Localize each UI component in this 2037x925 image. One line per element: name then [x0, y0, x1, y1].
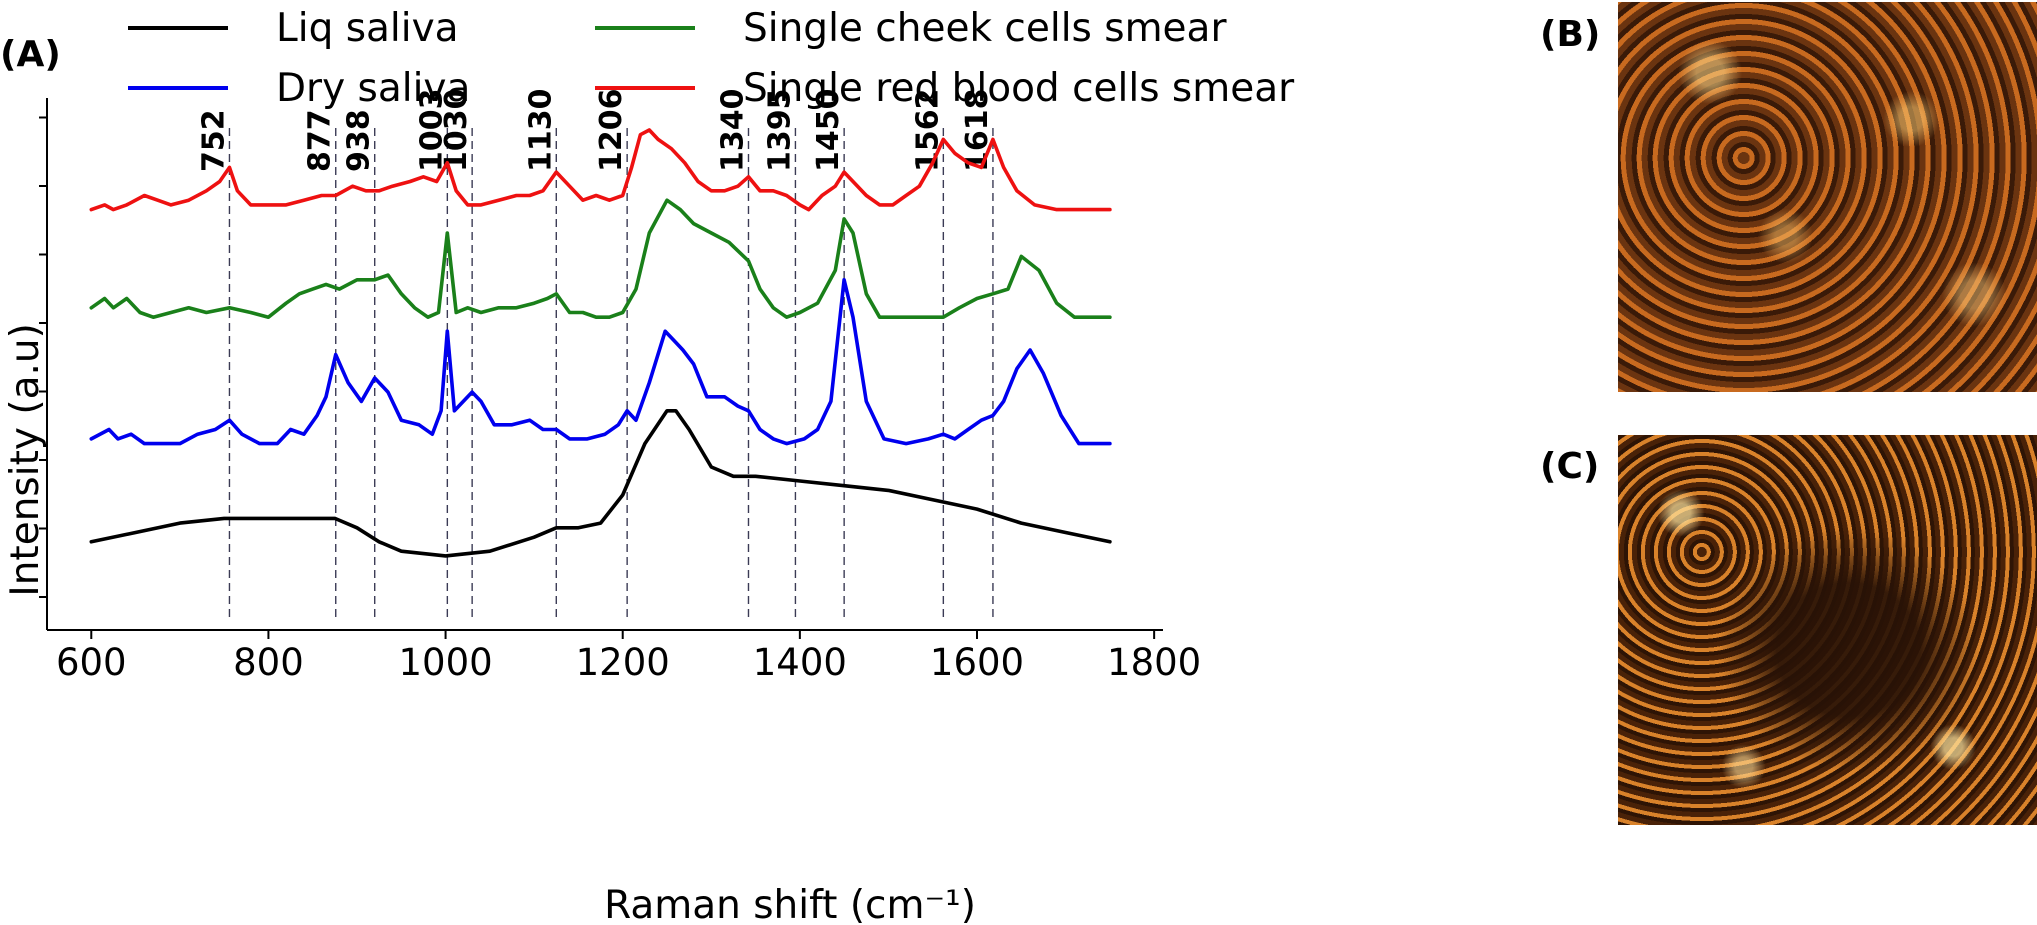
peak-label: 1450: [811, 89, 846, 173]
panel-label-b: (B): [1540, 14, 1600, 55]
panel-label-a: (A): [0, 34, 61, 75]
peak-label: 938: [342, 109, 377, 172]
y-axis-title: Intensity (a.u): [3, 323, 48, 597]
x-tick-label: 1200: [576, 641, 670, 684]
x-tick-label: 1400: [753, 641, 847, 684]
legend-label: Single red blood cells smear: [743, 66, 1295, 111]
peak-label: 1340: [715, 89, 750, 173]
chart-legend: Liq saliva Dry saliva Single cheek cells s…: [128, 6, 1295, 111]
x-tick-label: 1800: [1107, 641, 1201, 684]
x-axis-title: Raman shift (cm⁻¹): [604, 883, 976, 925]
peak-label: 1206: [594, 89, 629, 173]
legend-label: Dry saliva: [276, 66, 470, 111]
peak-label: 1618: [960, 89, 995, 173]
peak-label: 1562: [910, 89, 945, 173]
x-tick-label: 800: [233, 641, 304, 684]
panel-label-c: (C): [1540, 446, 1599, 487]
peak-label: 752: [196, 109, 231, 172]
peak-label: 1030: [439, 89, 474, 172]
peak-label: 1395: [762, 89, 797, 173]
series-line-dry-saliva: [89, 277, 1112, 446]
peak-label: 1130: [523, 89, 558, 173]
x-tick-label: 1000: [398, 641, 492, 684]
x-tick-label: 600: [56, 641, 127, 684]
legend-label: Single cheek cells smear: [743, 6, 1227, 51]
cheek-cell-micrograph-image: [1618, 435, 2037, 825]
series-line-single-red-blood-cells-smear: [89, 128, 1112, 212]
x-tick-label: 1600: [930, 641, 1024, 684]
peak-label: 1003: [414, 88, 449, 172]
rbc-micrograph-image: [1618, 2, 2037, 392]
series-line-single-cheek-cells-smear: [89, 198, 1112, 320]
legend-label: Liq saliva: [276, 6, 459, 51]
series-line-liq-saliva: [89, 408, 1112, 558]
peak-label: 877: [303, 109, 338, 172]
